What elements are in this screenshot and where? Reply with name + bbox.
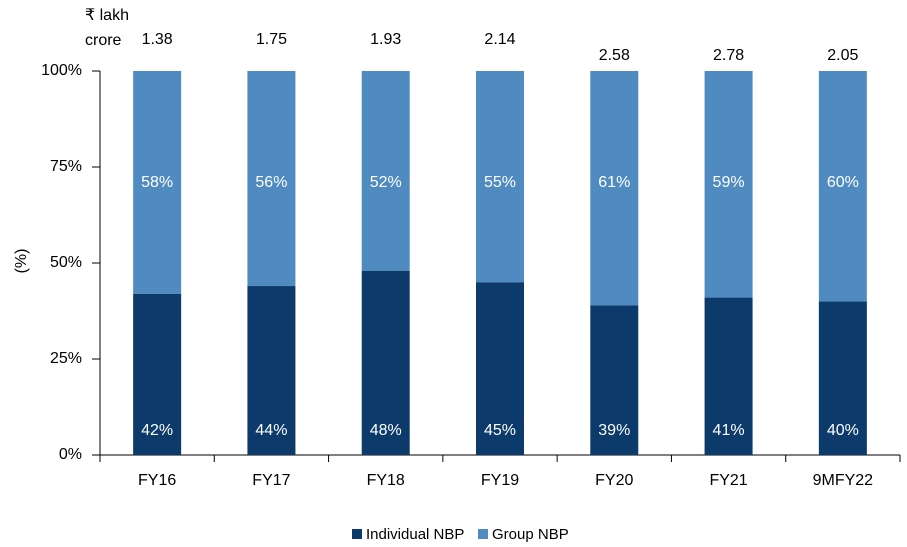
value-label: 52% [370, 174, 402, 191]
x-tick-label: FY19 [481, 472, 519, 489]
value-label: 42% [141, 422, 173, 439]
value-label: 56% [255, 174, 287, 191]
bar-segment [590, 305, 639, 455]
total-label: 2.05 [827, 47, 858, 64]
value-label: 59% [713, 174, 745, 191]
value-label: 45% [484, 422, 516, 439]
legend-label: Group NBP [492, 526, 569, 543]
x-tick-label: FY18 [367, 472, 405, 489]
legend-swatch [352, 529, 362, 539]
y-tick-label: 50% [50, 254, 82, 271]
bar-segment [704, 297, 753, 455]
value-label: 60% [827, 174, 859, 191]
bar-segment [818, 71, 867, 302]
value-label: 40% [827, 422, 859, 439]
bar-segment [590, 71, 639, 306]
bar-segment [704, 71, 753, 298]
bar-segment [133, 71, 182, 294]
total-label: 1.93 [370, 31, 401, 48]
x-tick-label: FY20 [595, 472, 633, 489]
value-label: 41% [713, 422, 745, 439]
legend-label: Individual NBP [366, 526, 464, 543]
total-label: 1.38 [142, 31, 173, 48]
total-label: 1.75 [256, 31, 287, 48]
y-tick-label: 100% [41, 62, 82, 79]
bar-segment [361, 71, 410, 271]
x-tick-label: FY16 [138, 472, 176, 489]
value-label: 44% [255, 422, 287, 439]
value-label: 61% [598, 174, 630, 191]
bar-segment [247, 286, 296, 455]
x-tick-label: 9MFY22 [813, 472, 874, 489]
y-tick-label: 75% [50, 158, 82, 175]
y-tick-label: 0% [59, 446, 82, 463]
x-tick-label: FY21 [709, 472, 747, 489]
x-tick-label: FY17 [252, 472, 290, 489]
bar-segment [476, 71, 524, 283]
total-label: 2.78 [713, 47, 744, 64]
value-label: 48% [370, 422, 402, 439]
value-label: 39% [598, 422, 630, 439]
unit-label: crore [85, 32, 122, 49]
bar-segment [361, 270, 410, 455]
total-label: 2.58 [599, 47, 630, 64]
value-label: 58% [141, 174, 173, 191]
legend-swatch [478, 529, 488, 539]
value-label: 55% [484, 174, 516, 191]
bar-segment [247, 71, 296, 287]
y-tick-label: 25% [50, 350, 82, 367]
y-axis-label: (%) [13, 249, 30, 274]
total-label: 2.14 [484, 31, 515, 48]
unit-label: ₹ lakh [85, 7, 129, 24]
bar-segment [476, 282, 524, 455]
bar-segment [818, 301, 867, 455]
bar-segment [133, 293, 182, 455]
